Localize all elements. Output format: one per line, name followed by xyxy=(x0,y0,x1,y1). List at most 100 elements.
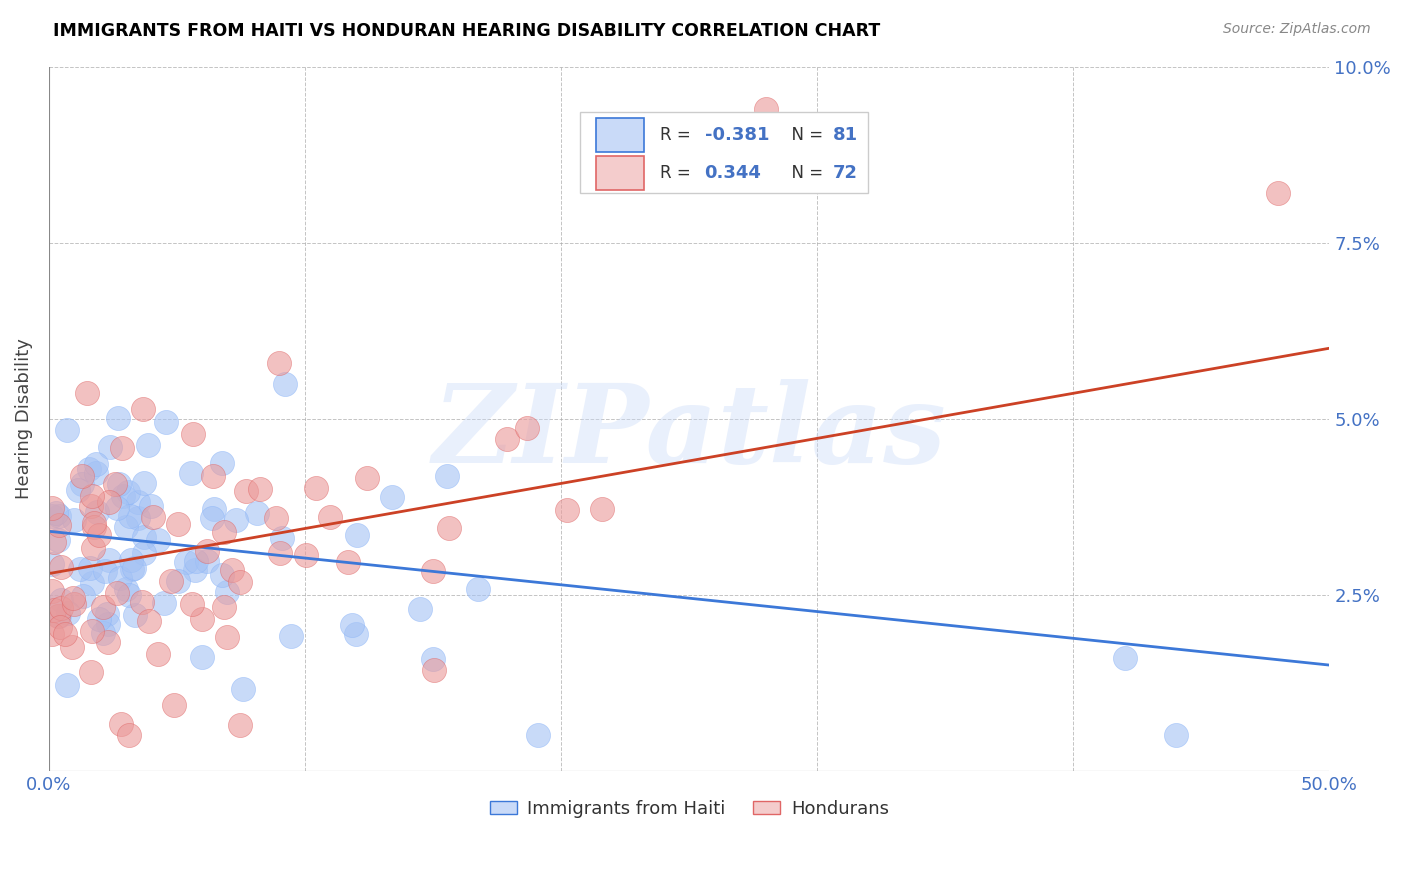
Point xyxy=(108,476,131,491)
Point xyxy=(215,585,238,599)
Point xyxy=(48,518,70,533)
Point xyxy=(41,557,63,571)
Point xyxy=(422,565,444,579)
Point xyxy=(97,634,120,648)
Point xyxy=(86,505,108,519)
Point xyxy=(181,427,204,442)
Point xyxy=(76,386,98,401)
Point xyxy=(49,559,72,574)
Point xyxy=(225,513,247,527)
Point xyxy=(79,665,101,679)
Point xyxy=(132,545,155,559)
Point xyxy=(180,597,202,611)
Text: ZIPatlas: ZIPatlas xyxy=(432,379,946,486)
Point xyxy=(72,477,94,491)
Point xyxy=(48,509,70,524)
Point xyxy=(195,543,218,558)
Point xyxy=(755,102,778,116)
Text: Source: ZipAtlas.com: Source: ZipAtlas.com xyxy=(1223,22,1371,37)
Point xyxy=(342,618,364,632)
Point xyxy=(100,440,122,454)
Point xyxy=(319,510,342,524)
Point xyxy=(423,663,446,677)
Point xyxy=(62,591,84,606)
Point xyxy=(1267,186,1289,201)
Point xyxy=(41,509,63,524)
Point xyxy=(190,649,212,664)
Point xyxy=(117,588,139,602)
Point xyxy=(211,457,233,471)
Point xyxy=(51,593,73,607)
Point xyxy=(134,475,156,490)
Point xyxy=(98,495,121,509)
Point xyxy=(202,501,225,516)
Point xyxy=(41,583,63,598)
Point xyxy=(97,552,120,566)
Point xyxy=(63,513,86,527)
Point xyxy=(82,541,104,556)
Point xyxy=(104,477,127,491)
Point xyxy=(67,483,90,498)
Point xyxy=(516,421,538,435)
Point xyxy=(183,563,205,577)
Point xyxy=(229,574,252,589)
Point xyxy=(111,442,134,456)
Point xyxy=(267,356,290,370)
Point xyxy=(212,599,235,614)
Point xyxy=(56,607,79,621)
Point xyxy=(142,510,165,524)
Point xyxy=(93,564,115,578)
Point xyxy=(124,607,146,622)
Point xyxy=(60,640,83,654)
Text: N =: N = xyxy=(782,126,828,144)
Point xyxy=(72,589,94,603)
Point xyxy=(97,617,120,632)
Point xyxy=(53,627,76,641)
Point xyxy=(167,516,190,531)
Point xyxy=(346,527,368,541)
Point xyxy=(195,554,218,568)
Point xyxy=(46,533,69,547)
Point xyxy=(211,567,233,582)
Point xyxy=(526,729,548,743)
Point xyxy=(557,503,579,517)
FancyBboxPatch shape xyxy=(581,112,869,194)
Text: N =: N = xyxy=(782,164,828,182)
Point xyxy=(77,462,100,476)
Point xyxy=(174,555,197,569)
Point xyxy=(115,519,138,533)
Point xyxy=(96,607,118,622)
Point xyxy=(117,484,139,499)
Point xyxy=(41,501,63,516)
Point xyxy=(1164,729,1187,743)
Point xyxy=(336,555,359,569)
Point xyxy=(148,648,170,662)
Point xyxy=(295,548,318,562)
Point xyxy=(79,499,101,513)
Point xyxy=(127,495,149,509)
Point xyxy=(232,681,254,696)
Point xyxy=(436,469,458,483)
Point xyxy=(87,528,110,542)
Point xyxy=(70,468,93,483)
Point xyxy=(56,678,79,692)
Point xyxy=(132,402,155,417)
Point xyxy=(132,530,155,544)
Point xyxy=(221,563,243,577)
Point xyxy=(79,561,101,575)
Point xyxy=(146,533,169,548)
Point xyxy=(49,600,72,615)
Point xyxy=(41,627,63,641)
Point xyxy=(120,553,142,567)
Point xyxy=(305,481,328,495)
Point xyxy=(56,423,79,437)
Text: 72: 72 xyxy=(832,164,858,182)
Text: -0.381: -0.381 xyxy=(704,126,769,144)
Point xyxy=(155,415,177,429)
Text: 0.344: 0.344 xyxy=(704,164,762,182)
Point xyxy=(107,410,129,425)
Point xyxy=(160,574,183,589)
Point xyxy=(409,602,432,616)
Point xyxy=(495,432,517,446)
Point xyxy=(131,595,153,609)
